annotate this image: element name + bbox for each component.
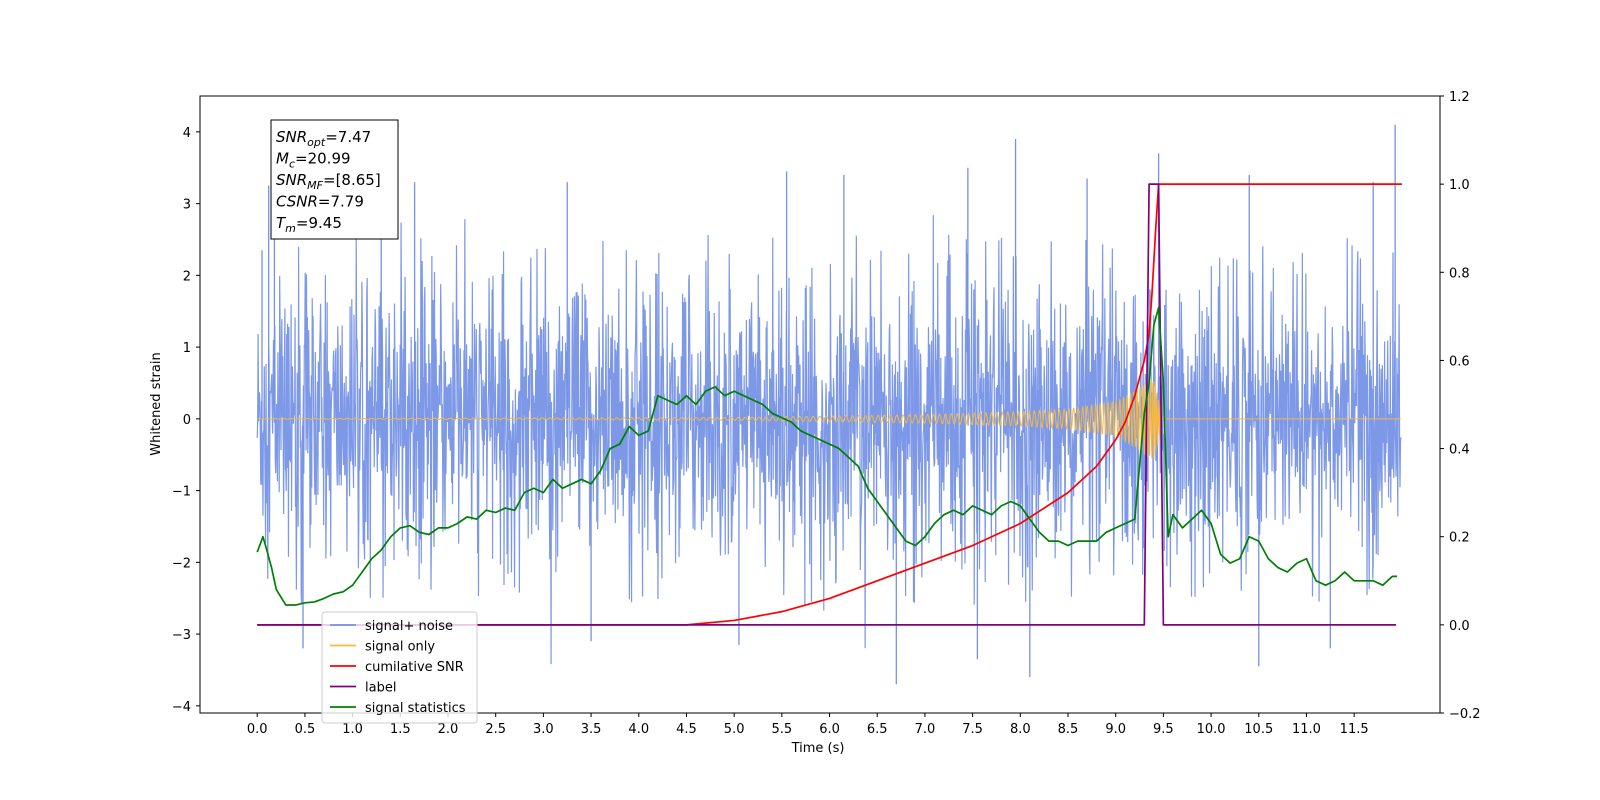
- y-left-tick-label: −4: [172, 700, 191, 715]
- x-tick-label: 1.5: [390, 722, 411, 737]
- y-right-tick-label: 0.4: [1449, 443, 1470, 458]
- y-left-tick-label: 0: [183, 413, 191, 428]
- x-tick-label: 11.5: [1340, 722, 1369, 737]
- x-tick-label: 0.5: [295, 722, 316, 737]
- x-tick-label: 10.5: [1244, 722, 1273, 737]
- series-layer: [256, 124, 1402, 685]
- legend-label: label: [365, 681, 396, 696]
- y-left-tick-label: 1: [183, 341, 191, 356]
- y-right-tick-label: 0.8: [1449, 266, 1470, 281]
- y-axis-label-left: Whitened strain: [149, 352, 164, 455]
- x-tick-label: 6.0: [819, 722, 840, 737]
- annotation-line: Tm=9.45: [276, 214, 342, 235]
- x-tick-label: 3.0: [533, 722, 554, 737]
- y-left-tick-label: 2: [183, 269, 191, 284]
- y-right-tick-label: 0.6: [1449, 354, 1470, 369]
- x-tick-label: 0.0: [247, 722, 268, 737]
- y-right-tick-label: 0.0: [1449, 619, 1470, 634]
- x-tick-label: 7.0: [915, 722, 936, 737]
- series-label: [257, 183, 1397, 626]
- y-right-tick-label: 1.0: [1449, 178, 1470, 193]
- x-tick-label: 7.5: [962, 722, 983, 737]
- series-signal-noise: [256, 215, 1402, 665]
- legend-label: signal statistics: [365, 701, 466, 716]
- plot-frame: [199, 95, 1441, 714]
- x-tick-label: 4.0: [628, 722, 649, 737]
- y-axis-right: −0.2 0.0 0.2 0.4 0.6 0.8 1.0 1.2: [1440, 90, 1481, 722]
- x-tick-label: 2.5: [485, 722, 506, 737]
- annotation-frame: [270, 119, 399, 240]
- x-tick-label: 3.5: [581, 722, 602, 737]
- y-left-tick-label: −2: [172, 556, 191, 571]
- legend-label: signal+ noise: [365, 619, 453, 634]
- x-tick-label: 8.5: [1058, 722, 1079, 737]
- x-axis-label: Time (s): [791, 741, 845, 756]
- legend-label: signal only: [365, 640, 435, 655]
- x-tick-label: 6.5: [867, 722, 888, 737]
- x-tick-label: 9.5: [1153, 722, 1174, 737]
- x-axis: 0.0 0.5 1.0 1.5 2.0 2.5 3.0 3.5 4.0 4.5 5.0 5.5 6.0 6…: [247, 713, 1369, 737]
- x-tick-label: 4.5: [676, 722, 697, 737]
- x-tick-label: 8.0: [1010, 722, 1031, 737]
- series-signal-statistics: [256, 306, 1398, 606]
- annotation-line: SNRopt=7.47: [276, 128, 371, 149]
- y-right-tick-label: 1.2: [1449, 90, 1470, 105]
- annotation-line: CSNR=7.79: [276, 193, 364, 211]
- x-tick-label: 5.0: [724, 722, 745, 737]
- y-right-tick-label: −0.2: [1449, 707, 1481, 722]
- annotation-line: Mc=20.99: [276, 150, 351, 171]
- y-left-tick-label: −3: [172, 628, 191, 643]
- x-tick-label: 11.0: [1292, 722, 1321, 737]
- series-cumilative-snr: [257, 183, 1402, 626]
- legend-frame: [321, 611, 478, 724]
- x-tick-label: 5.5: [772, 722, 793, 737]
- x-tick-label: 2.0: [438, 722, 459, 737]
- y-right-tick-label: 0.2: [1449, 531, 1470, 546]
- x-tick-label: 10.0: [1197, 722, 1226, 737]
- annotation-line: SNRMF=[8.65]: [276, 171, 381, 192]
- annotation-box: SNRopt=7.47Mc=20.99SNRMF=[8.65]CSNR=7.79…: [270, 119, 399, 240]
- legend: signal+ noise signal only cumilative SNR la…: [321, 611, 478, 724]
- x-tick-label: 1.0: [342, 722, 363, 737]
- y-axis-left: −4 −3 −2 −1 0 1 2 3 4: [172, 126, 200, 715]
- y-left-tick-label: 3: [183, 198, 191, 213]
- y-left-tick-label: 4: [183, 126, 191, 141]
- y-left-tick-label: −1: [172, 485, 191, 500]
- legend-label: cumilative SNR: [365, 660, 464, 675]
- series-signal-only: [257, 379, 1401, 460]
- x-tick-label: 9.0: [1105, 722, 1126, 737]
